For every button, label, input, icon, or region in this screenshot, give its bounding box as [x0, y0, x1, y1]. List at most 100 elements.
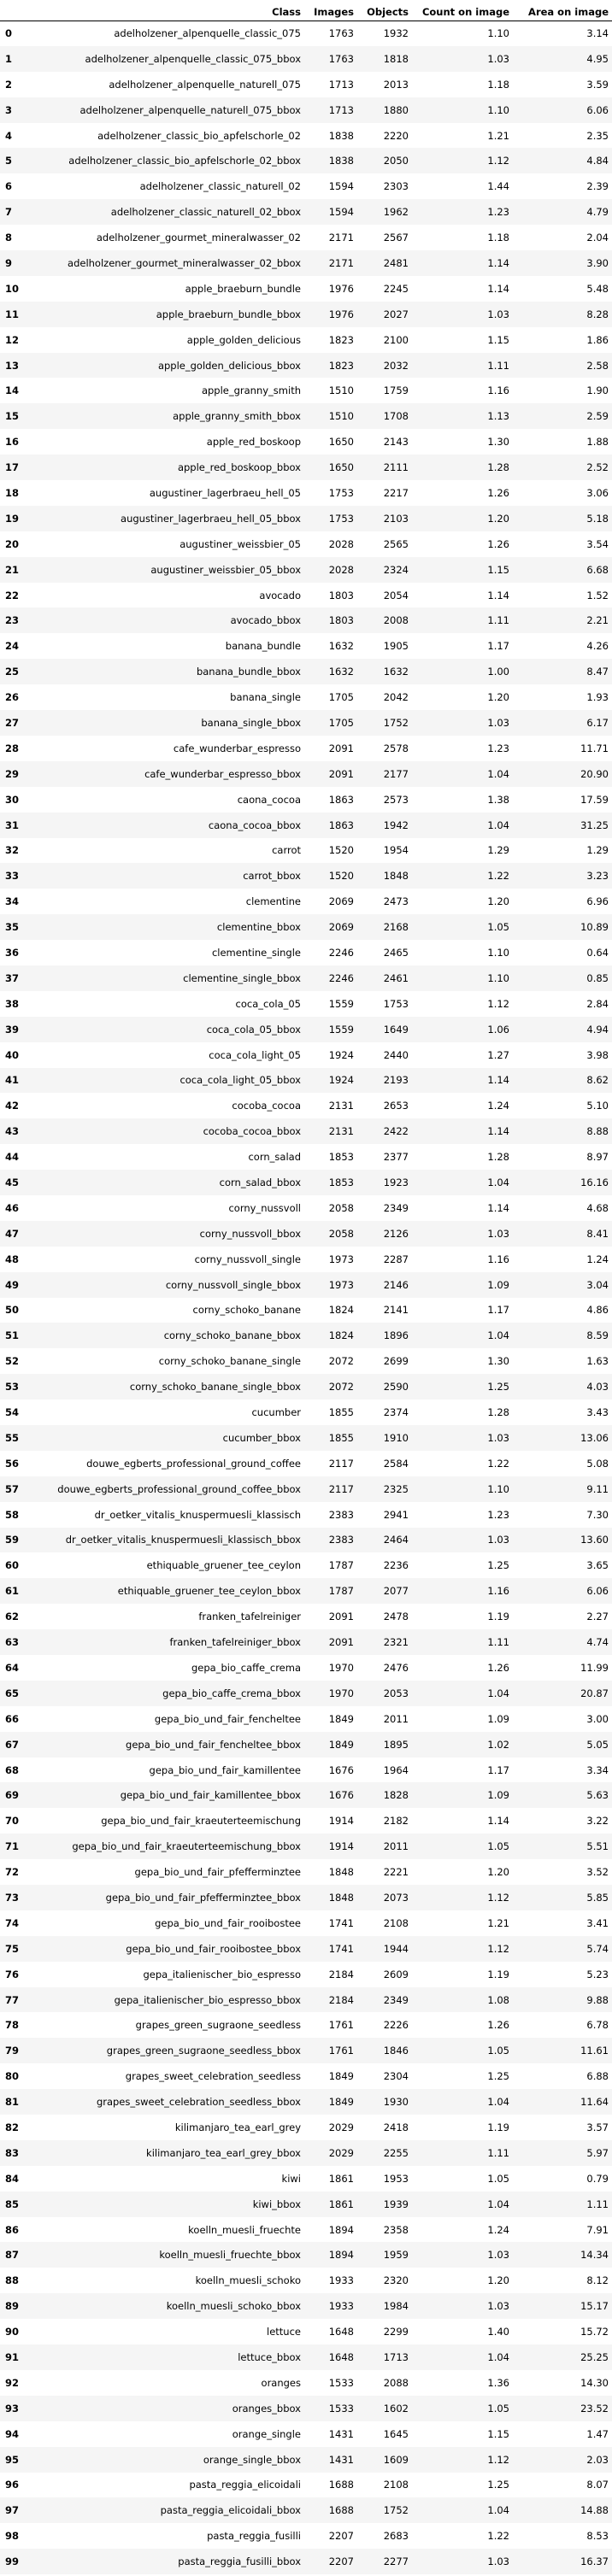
- row-index: 75: [5, 1942, 20, 1955]
- objects-count: 2193: [383, 1074, 409, 1087]
- table-row: 47 corny_nussvoll_bbox 2058 2126 1.03 8.41: [0, 1220, 612, 1247]
- row-index: 93: [5, 2402, 20, 2415]
- area-on-image: 11.64: [580, 2096, 609, 2109]
- images-count: 1787: [328, 1585, 354, 1598]
- images-count: 1824: [328, 1304, 354, 1317]
- table-row: 69 gepa_bio_und_fair_kamillentee_bbox 1676…: [0, 1782, 612, 1809]
- class-name: avocado: [259, 589, 301, 601]
- images-count: 1713: [328, 103, 354, 116]
- images-count: 1933: [328, 2300, 354, 2313]
- area-on-image: 1.90: [586, 384, 609, 397]
- count-on-image: 1.26: [487, 537, 509, 550]
- header-objects: Objects: [357, 0, 412, 21]
- table-row: 16 apple_red_boskoop 1650 2143 1.30 1.88: [0, 429, 612, 455]
- class-name: corn_salad: [248, 1151, 301, 1164]
- images-count: 1803: [328, 589, 354, 601]
- area-on-image: 15.72: [580, 2326, 609, 2338]
- class-name: cocoba_cocoa_bbox: [203, 1125, 301, 1138]
- class-name: banana_bundle: [225, 640, 301, 653]
- row-index: 16: [5, 436, 20, 449]
- area-on-image: 9.11: [586, 1482, 609, 1495]
- class-name: douwe_egberts_professional_ground_coffee…: [57, 1482, 301, 1495]
- area-on-image: 8.47: [586, 666, 609, 678]
- images-count: 2184: [328, 1968, 354, 1980]
- table-row: 55 cucumber_bbox 1855 1910 1.03 13.06: [0, 1424, 612, 1451]
- count-on-image: 1.04: [487, 1329, 509, 1342]
- count-on-image: 1.25: [487, 2479, 509, 2491]
- area-on-image: 8.41: [586, 1227, 609, 1240]
- area-on-image: 6.06: [586, 103, 609, 116]
- objects-count: 2013: [383, 78, 409, 91]
- row-index: 37: [5, 971, 20, 984]
- row-index: 88: [5, 2274, 20, 2287]
- objects-count: 1846: [383, 2045, 409, 2057]
- class-name: gepa_italienischer_bio_espresso: [143, 1968, 301, 1980]
- objects-count: 2349: [383, 1201, 409, 1214]
- images-count: 1855: [328, 1431, 354, 1444]
- objects-count: 1753: [383, 997, 409, 1010]
- table-row: 0 adelholzener_alpenquelle_classic_075 176…: [0, 21, 612, 46]
- table-row: 15 apple_granny_smith_bbox 1510 1708 1.13 2.5…: [0, 403, 612, 430]
- count-on-image: 1.04: [487, 2198, 509, 2210]
- header-row: Class Images Objects Count on image Area…: [0, 0, 612, 21]
- class-name: gepa_bio_und_fair_fencheltee_bbox: [126, 1738, 301, 1751]
- class-name: koelln_muesli_schoko: [195, 2274, 301, 2287]
- row-index: 24: [5, 640, 20, 653]
- count-on-image: 1.17: [487, 1763, 509, 1776]
- objects-count: 2054: [383, 589, 409, 601]
- count-on-image: 1.09: [487, 1278, 509, 1291]
- area-on-image: 5.63: [586, 1789, 609, 1802]
- class-name: carrot_bbox: [243, 870, 301, 883]
- count-on-image: 1.20: [487, 2274, 509, 2287]
- objects-count: 2377: [383, 1151, 409, 1164]
- row-index: 6: [5, 180, 13, 193]
- table-row: 43 cocoba_cocoa_bbox 2131 2422 1.14 8.88: [0, 1118, 612, 1145]
- row-index: 10: [5, 282, 20, 295]
- class-name: grapes_sweet_celebration_seedless: [125, 2070, 301, 2083]
- table-row: 25 banana_bundle_bbox 1632 1632 1.00 8.47: [0, 659, 612, 685]
- area-on-image: 5.23: [586, 1968, 609, 1980]
- count-on-image: 1.26: [487, 2019, 509, 2032]
- area-on-image: 8.28: [586, 308, 609, 320]
- objects-count: 2100: [383, 333, 409, 346]
- table-row: 21 augustiner_weissbier_05_bbox 2028 2324 1.…: [0, 556, 612, 583]
- table-row: 82 kilimanjaro_tea_earl_grey 2029 2418 1.19 3…: [0, 2115, 612, 2140]
- class-name: pasta_reggia_elicoidali_bbox: [160, 2504, 301, 2517]
- count-on-image: 1.11: [487, 614, 509, 627]
- objects-count: 2299: [383, 2326, 409, 2338]
- table-row: 8 adelholzener_gourmet_mineralwasser_02 21…: [0, 225, 612, 250]
- images-count: 2091: [328, 1611, 354, 1623]
- row-index: 50: [5, 1304, 20, 1317]
- class-name: banana_single_bbox: [201, 716, 301, 729]
- images-count: 1853: [328, 1177, 354, 1189]
- images-count: 1863: [328, 819, 354, 831]
- images-count: 2117: [328, 1482, 354, 1495]
- count-on-image: 1.14: [487, 1074, 509, 1087]
- area-on-image: 8.59: [586, 1329, 609, 1342]
- images-count: 1741: [328, 1916, 354, 1929]
- table-row: 42 cocoba_cocoa 2131 2653 1.24 5.10: [0, 1093, 612, 1118]
- objects-count: 2053: [383, 1687, 409, 1699]
- row-index: 84: [5, 2172, 20, 2185]
- class-name: coca_cola_light_05: [209, 1048, 301, 1061]
- class-name: adelholzener_classic_naturell_02_bbox: [110, 206, 301, 219]
- images-count: 2028: [328, 563, 354, 576]
- objects-count: 1962: [383, 206, 409, 219]
- images-count: 2171: [328, 232, 354, 244]
- table-row: 58 dr_oetker_vitalis_knuspermuesli_klassi…: [0, 1502, 612, 1528]
- count-on-image: 1.04: [487, 819, 509, 831]
- table-row: 59 dr_oetker_vitalis_knuspermuesli_klassi…: [0, 1527, 612, 1553]
- objects-count: 2303: [383, 180, 409, 193]
- header-class: Class: [27, 0, 304, 21]
- row-index: 35: [5, 921, 20, 934]
- images-count: 1533: [328, 2376, 354, 2389]
- row-index: 36: [5, 947, 20, 959]
- area-on-image: 5.10: [586, 1100, 609, 1112]
- class-name: gepa_bio_und_fair_pfefferminztee_bbox: [105, 1891, 301, 1904]
- table-row: 75 gepa_bio_und_fair_rooibostee_bbox 1741 1…: [0, 1935, 612, 1962]
- objects-count: 1939: [383, 2198, 409, 2210]
- row-index: 29: [5, 767, 20, 780]
- row-index: 11: [5, 308, 20, 320]
- count-on-image: 1.24: [487, 1100, 509, 1112]
- area-on-image: 2.84: [586, 997, 609, 1010]
